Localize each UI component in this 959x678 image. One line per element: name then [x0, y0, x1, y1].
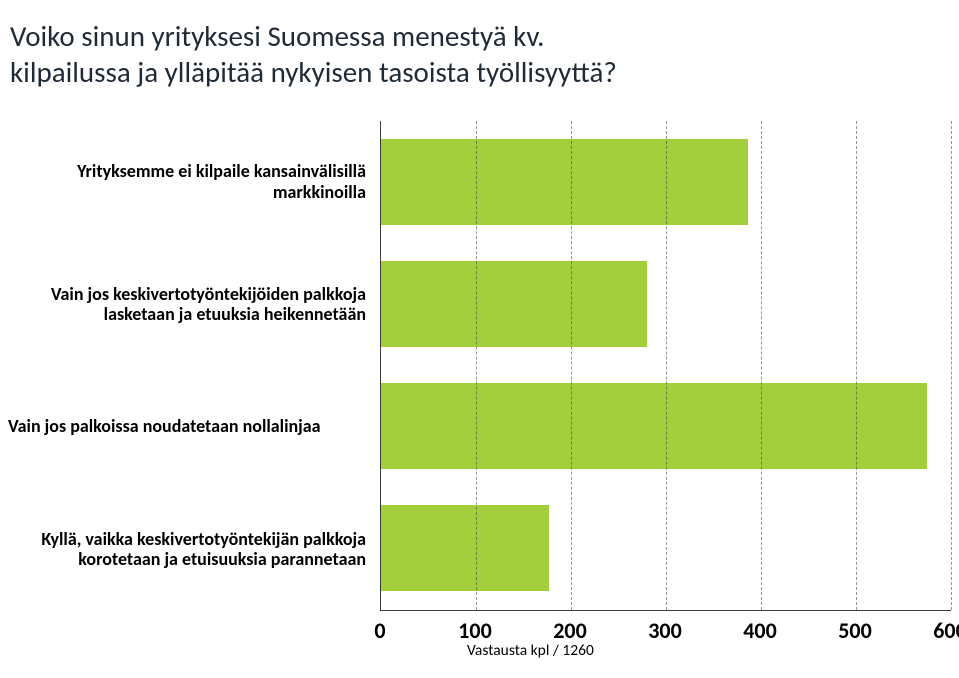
x-tick-label: 500 — [838, 617, 871, 644]
gridline — [761, 121, 762, 610]
gridline — [951, 121, 952, 610]
x-tick-label: 600 — [933, 617, 959, 644]
page-title: Voiko sinun yrityksesi Suomessa menestyä… — [8, 18, 951, 91]
x-tick-label: 100 — [458, 617, 491, 644]
gridline — [666, 121, 667, 610]
title-line-2: kilpailussa ja ylläpitää nykyisen tasois… — [10, 54, 617, 90]
bar — [381, 139, 748, 225]
bar — [381, 261, 647, 347]
x-axis: Vastausta kpl / 1260 0100200300400500600 — [380, 611, 951, 663]
y-axis-labels: Yrityksemme ei kilpaile kansainvälisillä… — [8, 121, 380, 663]
x-tick-label: 200 — [553, 617, 586, 644]
bar — [381, 383, 927, 469]
gridline — [856, 121, 857, 610]
x-tick-label: 300 — [648, 617, 681, 644]
bar-label: Vain jos palkoissa noudatetaan nollalinj… — [8, 366, 327, 489]
bar-label: Kyllä, vaikka keskivertotyöntekijän palk… — [8, 488, 372, 611]
title-line-1: Voiko sinun yrityksesi Suomessa menestyä… — [10, 18, 544, 54]
plot-column: Vastausta kpl / 1260 0100200300400500600 — [380, 121, 951, 663]
bar-label: Vain jos keskivertotyöntekijöiden palkko… — [8, 243, 372, 366]
plot-area — [380, 121, 951, 611]
bar — [381, 505, 549, 591]
chart: Yrityksemme ei kilpaile kansainvälisillä… — [8, 121, 951, 663]
x-tick-label: 0 — [374, 617, 385, 644]
bar-label: Yrityksemme ei kilpaile kansainvälisillä… — [8, 121, 372, 244]
gridline — [476, 121, 477, 610]
gridline — [571, 121, 572, 610]
x-tick-label: 400 — [743, 617, 776, 644]
